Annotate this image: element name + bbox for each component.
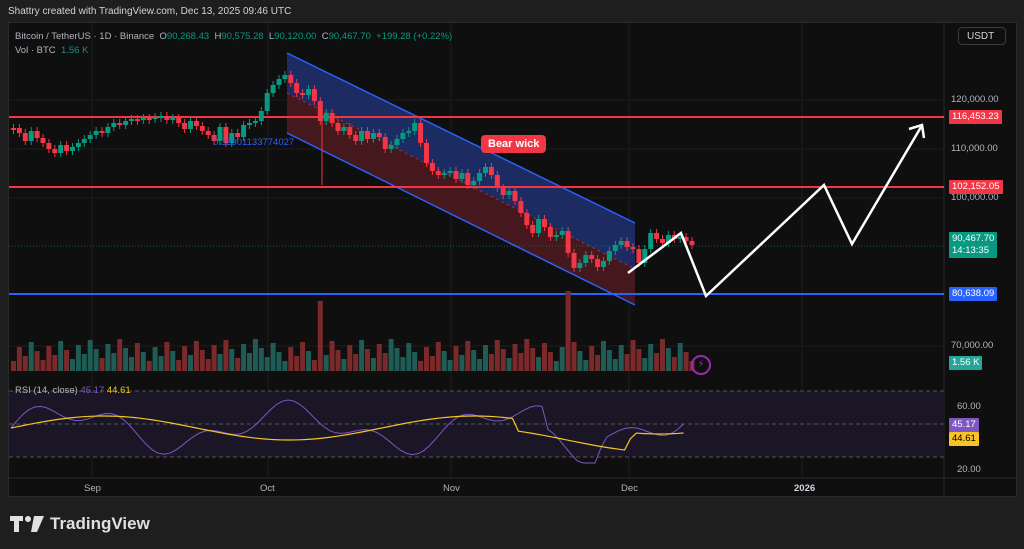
rsi-tick: 20.00 xyxy=(957,464,981,475)
rsi-value: 45.17 xyxy=(80,385,105,396)
time-tick: Dec xyxy=(621,483,638,494)
time-tick: Oct xyxy=(260,483,275,494)
rsi-tag: 45.17 xyxy=(949,418,979,432)
rsi-tick: 60.00 xyxy=(957,401,981,412)
price-chart-canvas[interactable] xyxy=(9,23,1016,496)
price-tick: 120,000.00 xyxy=(951,94,999,105)
symbol-legend: Bitcoin / TetherUS · 1D · Binance O90,26… xyxy=(15,31,453,42)
fib-level-label: 0.32901133774027 xyxy=(213,137,295,148)
time-tick: Sep xyxy=(84,483,101,494)
high-value: 90,575.28 xyxy=(221,31,264,42)
price-tick: 100,000.00 xyxy=(951,192,999,203)
price-tick: 70,000.00 xyxy=(951,340,994,351)
low-value: 90,120.00 xyxy=(274,31,317,42)
time-tick: Nov xyxy=(443,483,460,494)
rsi-legend: RSI (14, close) 45.17 44.61 xyxy=(15,385,131,396)
price-tag: 116,453.23 xyxy=(949,110,1002,124)
price-tick: 110,000.00 xyxy=(951,143,998,154)
price-tag: 1.56 K xyxy=(949,356,983,370)
change-value: +199.28 (+0.22%) xyxy=(376,31,453,42)
rsi-ma-value: 44.61 xyxy=(106,385,131,396)
time-tick: 2026 xyxy=(794,483,816,494)
price-tag: 90,467.70 14:13:35 xyxy=(949,232,998,258)
open-value: 90,268.43 xyxy=(166,31,210,42)
volume-value: 1.56 K xyxy=(60,45,89,56)
symbol-name[interactable]: Bitcoin / TetherUS · 1D · Binance xyxy=(15,31,155,42)
price-tag: 80,638.09 xyxy=(949,287,998,301)
chart-frame[interactable]: Bitcoin / TetherUS · 1D · Binance O90,26… xyxy=(8,22,1017,497)
close-value: 90,467.70 xyxy=(328,31,371,42)
currency-button[interactable]: USDT xyxy=(958,27,1006,45)
bear-wick-note[interactable]: Bear wick xyxy=(481,135,547,153)
tradingview-logo[interactable]: TradingView xyxy=(10,514,150,534)
tradingview-logo-icon xyxy=(10,516,44,532)
price-tag: 102,152.05 xyxy=(949,180,1003,194)
volume-legend: Vol · BTC 1.56 K xyxy=(15,45,89,56)
lightning-icon[interactable]: ⚡ xyxy=(691,355,711,375)
chart-caption: Shattry created with TradingView.com, De… xyxy=(8,6,292,17)
rsi-tag: 44.61 xyxy=(949,432,979,446)
